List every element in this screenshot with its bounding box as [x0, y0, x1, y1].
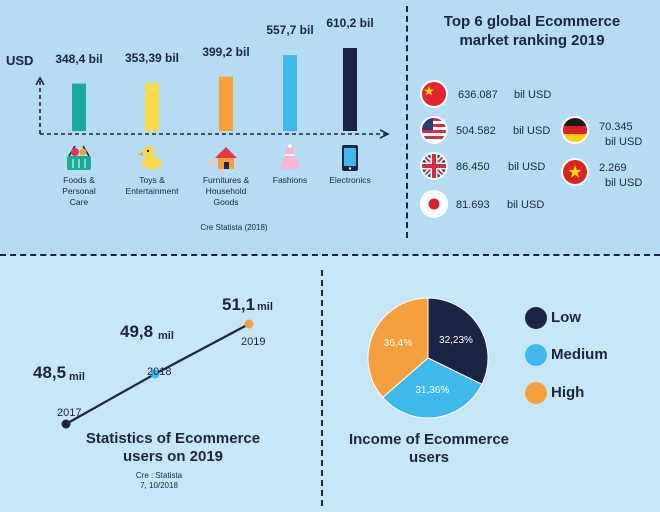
bar-4 — [283, 55, 297, 132]
users-point-2017 — [61, 419, 71, 429]
pie-label-high: 36,4% — [383, 338, 413, 350]
usa-value: 504.582 — [456, 125, 496, 137]
y-axis-arrow — [35, 76, 45, 86]
users-title: Statistics of Ecommerce users on 2019 — [86, 430, 260, 466]
legend-medium-swatch — [525, 344, 547, 366]
users-unit-2019: mil — [257, 301, 273, 313]
users-point-2019 — [244, 319, 254, 329]
uk-value: 86.450 — [456, 161, 490, 173]
x-axis-arrow — [379, 129, 390, 139]
germany-value: 70.345 — [599, 121, 633, 133]
users-title-line-1: Statistics of Ecommerce — [85, 430, 261, 447]
dress-icon — [279, 144, 301, 169]
users-title-line-2: users on 2019 — [122, 448, 224, 465]
bar-chart — [35, 48, 390, 171]
bar-value-label-2: 353,39 bil — [124, 50, 180, 65]
bar-category-label-1: Foods & Personal Care — [62, 175, 96, 208]
top-divider — [406, 6, 408, 238]
duck-toy-icon — [138, 146, 162, 169]
china-flag-icon — [420, 80, 448, 108]
ranking-title-line-2: market ranking 2019 — [459, 32, 605, 49]
pie-slice-medium — [382, 357, 483, 419]
bar-5 — [343, 48, 357, 131]
legend-medium-label: Medium — [551, 346, 608, 363]
pie-slice-high — [367, 297, 429, 399]
bar-category-label-2-line-1: Toys & — [139, 175, 165, 185]
china-unit: bil USD — [514, 89, 552, 101]
bar-category-label-5-line-1: Electronics — [329, 175, 371, 185]
users-line-chart — [61, 319, 254, 429]
bar-category-label-4-line-1: Fashions — [272, 175, 308, 185]
germany-flag-icon — [561, 116, 589, 144]
bar-3 — [219, 76, 233, 131]
japan-value: 81.693 — [456, 199, 490, 211]
users-value-2017: 48,5 — [33, 363, 67, 382]
bar-category-label-1-line-3: Care — [69, 197, 89, 207]
y-axis-label: USD — [6, 53, 34, 68]
pie-title: Income of Ecommerce users — [348, 431, 510, 466]
bar-2 — [145, 82, 159, 131]
legend-high-label: High — [551, 384, 585, 401]
bar-category-label-2: Toys & Entertainment — [126, 175, 179, 197]
bar-1 — [72, 83, 86, 131]
house-icon — [209, 147, 237, 169]
middle-divider — [0, 254, 660, 256]
vietnam-unit: bil USD — [605, 177, 643, 189]
pie-slice-low — [427, 297, 489, 386]
bar-value-label-5: 610,2 bil — [326, 16, 374, 30]
users-year-2019: 2019 — [241, 336, 266, 348]
vietnam-flag-icon — [561, 158, 589, 186]
uk-flag-icon — [420, 152, 448, 180]
bar-value-label-3: 399,2 bil — [202, 44, 250, 59]
usa-unit: bil USD — [513, 125, 551, 137]
users-source-line-2: 7, 10/2018 — [140, 481, 178, 490]
bar-category-label-3: Furnitures & Household Goods — [203, 175, 249, 208]
top-panel — [0, 0, 660, 255]
income-pie-chart — [367, 297, 489, 419]
legend-low-swatch — [525, 307, 547, 329]
bottom-divider — [321, 270, 323, 506]
bar-value-label-4: 557,7 bil — [266, 23, 314, 38]
bar-category-label-4: Fashions — [273, 175, 308, 186]
usa-flag-icon — [420, 116, 448, 144]
bar-value-label-1: 348,4 bil — [55, 51, 103, 66]
china-value: 636.087 — [458, 89, 498, 101]
ranking-title: Top 6 global Ecommerce market ranking 20… — [444, 12, 620, 50]
bar-category-label-5: Electronics — [329, 175, 371, 186]
users-point-2018 — [150, 369, 160, 379]
users-value-2018: 49,8 — [120, 322, 154, 341]
japan-flag-icon — [420, 190, 448, 218]
bar-category-label-1-line-1: Foods & — [63, 175, 95, 185]
uk-unit: bil USD — [508, 161, 546, 173]
phone-icon — [342, 145, 358, 171]
vietnam-value: 2.269 — [599, 162, 627, 174]
legend-high-swatch — [525, 382, 547, 404]
users-year-2017: 2017 — [57, 407, 82, 419]
bar-category-label-1-line-2: Personal — [62, 186, 96, 196]
users-source-line-1: Cre : Statista — [135, 471, 183, 480]
germany-unit: bil USD — [605, 136, 643, 148]
bar-source: Cre Statista (2018) — [200, 223, 268, 232]
ranking-title-line-1: Top 6 global Ecommerce — [443, 13, 621, 30]
japan-unit: bil USD — [507, 199, 545, 211]
bar-category-label-3-line-1: Furnitures & — [202, 175, 250, 185]
bar-category-label-2-line-2: Entertainment — [125, 186, 179, 196]
bar-category-label-3-line-2: Household — [205, 186, 247, 196]
basket-icon — [67, 145, 91, 170]
users-unit-2018: mil — [158, 330, 174, 342]
users-source: Cre : Statista 7, 10/2018 — [136, 471, 182, 491]
bar-category-label-3-line-3: Goods — [213, 197, 239, 207]
pie-label-low: 32,23% — [439, 334, 473, 346]
users-unit-2017: mil — [69, 371, 85, 383]
bottom-panel — [0, 255, 660, 512]
pie-label-medium: 31,36% — [415, 384, 450, 396]
legend-low-label: Low — [551, 309, 581, 326]
users-value-2019: 51,1 — [222, 295, 256, 314]
users-year-2018: 2018 — [147, 366, 172, 378]
